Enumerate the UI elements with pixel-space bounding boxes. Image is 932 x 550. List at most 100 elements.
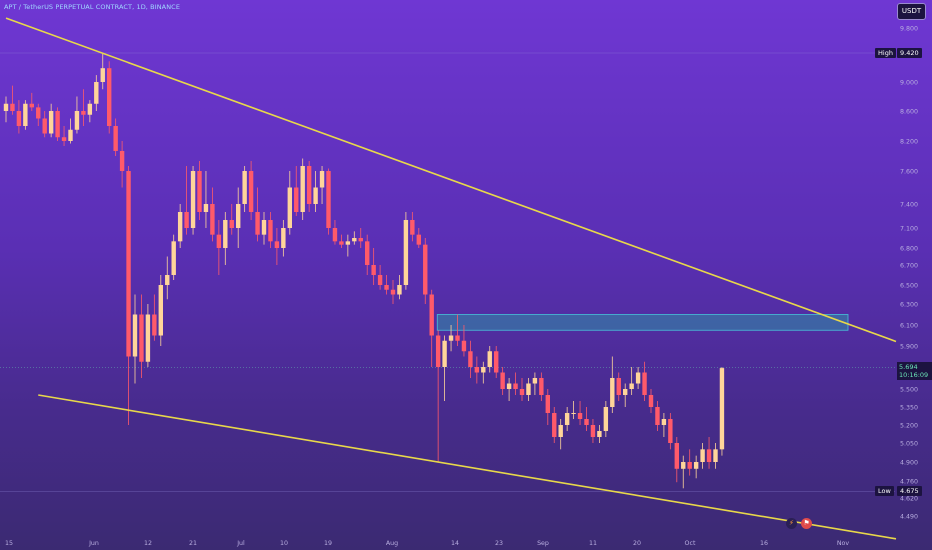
candle-body: [132, 314, 138, 357]
y-tick-label: 5.350: [900, 405, 918, 412]
candle-body: [216, 234, 222, 248]
x-tick-label: Oct: [685, 540, 696, 547]
candle-body: [487, 351, 492, 367]
candle-body: [74, 111, 80, 130]
candle-body: [326, 171, 331, 228]
candle-body: [3, 103, 9, 111]
candle-body: [390, 289, 396, 295]
low-value: 4.675: [897, 486, 922, 496]
x-tick-label: 15: [5, 540, 13, 547]
candle-body: [319, 171, 325, 188]
bar-countdown: 10:16:09: [899, 371, 929, 379]
candle-body: [648, 395, 654, 407]
x-tick-label: Aug: [386, 540, 398, 547]
candle-body: [332, 228, 338, 242]
candle-body: [635, 372, 641, 384]
candle-body: [429, 294, 434, 336]
candle-body: [352, 238, 357, 242]
x-tick-label: Jun: [88, 540, 99, 547]
candle-body: [668, 419, 673, 443]
candle-body: [713, 449, 718, 462]
candle-body: [616, 378, 621, 395]
y-tick-label: 8.600: [900, 109, 918, 116]
flag-events-icon[interactable]: ⚑: [801, 518, 812, 529]
candle-body: [506, 383, 512, 389]
candle-body: [610, 378, 615, 407]
candle-body: [629, 383, 634, 389]
candle-body: [94, 82, 99, 104]
x-tick-label: 23: [495, 540, 503, 547]
candle-body: [229, 220, 234, 228]
candle-body: [255, 212, 260, 235]
candle-body: [261, 220, 267, 235]
candle-body: [184, 212, 189, 228]
candle-body: [287, 187, 292, 228]
high-value: 9.420: [897, 48, 922, 58]
candle-body: [42, 118, 47, 134]
chart-event-icons: ⚡ ⚑: [786, 518, 812, 529]
candle-body: [442, 340, 447, 367]
candle-body: [455, 335, 460, 341]
candle-body: [236, 204, 241, 228]
candle-body: [313, 187, 318, 204]
candle-body: [339, 241, 344, 245]
candle-body: [661, 419, 667, 425]
candle-body: [10, 103, 15, 111]
candle-body: [16, 111, 22, 126]
y-tick-label: 4.900: [900, 460, 918, 467]
candle-body: [268, 220, 273, 242]
candle-body: [410, 220, 415, 235]
candle-body: [345, 241, 351, 245]
candle-body: [674, 443, 679, 469]
candle-body: [358, 238, 363, 242]
candle-body: [435, 335, 441, 367]
candle-body: [681, 462, 686, 469]
candle-body: [171, 241, 176, 275]
candle-body: [461, 340, 467, 352]
candle-body: [281, 228, 286, 248]
y-tick-label: 5.050: [900, 441, 918, 448]
lightning-icon[interactable]: ⚡: [786, 518, 797, 529]
candle-body: [519, 389, 525, 395]
candle-body: [274, 241, 280, 248]
x-tick-label: 19: [324, 540, 332, 547]
candle-body: [377, 275, 383, 285]
candle-body: [23, 103, 28, 126]
candle-body: [642, 372, 647, 395]
candle-body: [532, 378, 538, 384]
candle-body: [719, 368, 725, 450]
y-tick-label: 9.800: [900, 26, 918, 33]
candle-body: [48, 111, 54, 134]
candle-body: [403, 220, 409, 285]
candle-body: [397, 285, 402, 295]
y-tick-label: 9.000: [900, 80, 918, 87]
candle-body: [100, 68, 105, 82]
candle-body: [481, 367, 486, 373]
candle-body: [526, 383, 531, 395]
y-tick-label: 8.200: [900, 139, 918, 146]
candle-body: [371, 265, 376, 275]
trendline-upper: [5, 17, 897, 343]
y-tick-label: 5.200: [900, 423, 918, 430]
last-price-tag: 5.694 10:16:09: [897, 362, 932, 380]
candle-body: [68, 129, 73, 141]
candle-body: [468, 351, 473, 367]
candle-body: [500, 372, 505, 389]
candle-body: [545, 395, 550, 413]
candle-body: [700, 449, 705, 462]
candle-body: [448, 335, 454, 341]
y-tick-label: 6.100: [900, 323, 918, 330]
y-tick-label: 5.900: [900, 344, 918, 351]
x-tick-label: 11: [589, 540, 597, 547]
y-tick-label: 6.300: [900, 302, 918, 309]
candle-body: [513, 383, 518, 389]
x-tick-label: Sep: [537, 540, 549, 547]
candle-body: [384, 285, 389, 290]
candle-body: [623, 389, 628, 395]
x-tick-label: Jul: [236, 540, 245, 547]
candle-body: [190, 171, 196, 228]
candle-body: [145, 314, 151, 362]
candle-body: [113, 126, 118, 151]
currency-button[interactable]: USDT: [897, 3, 926, 20]
